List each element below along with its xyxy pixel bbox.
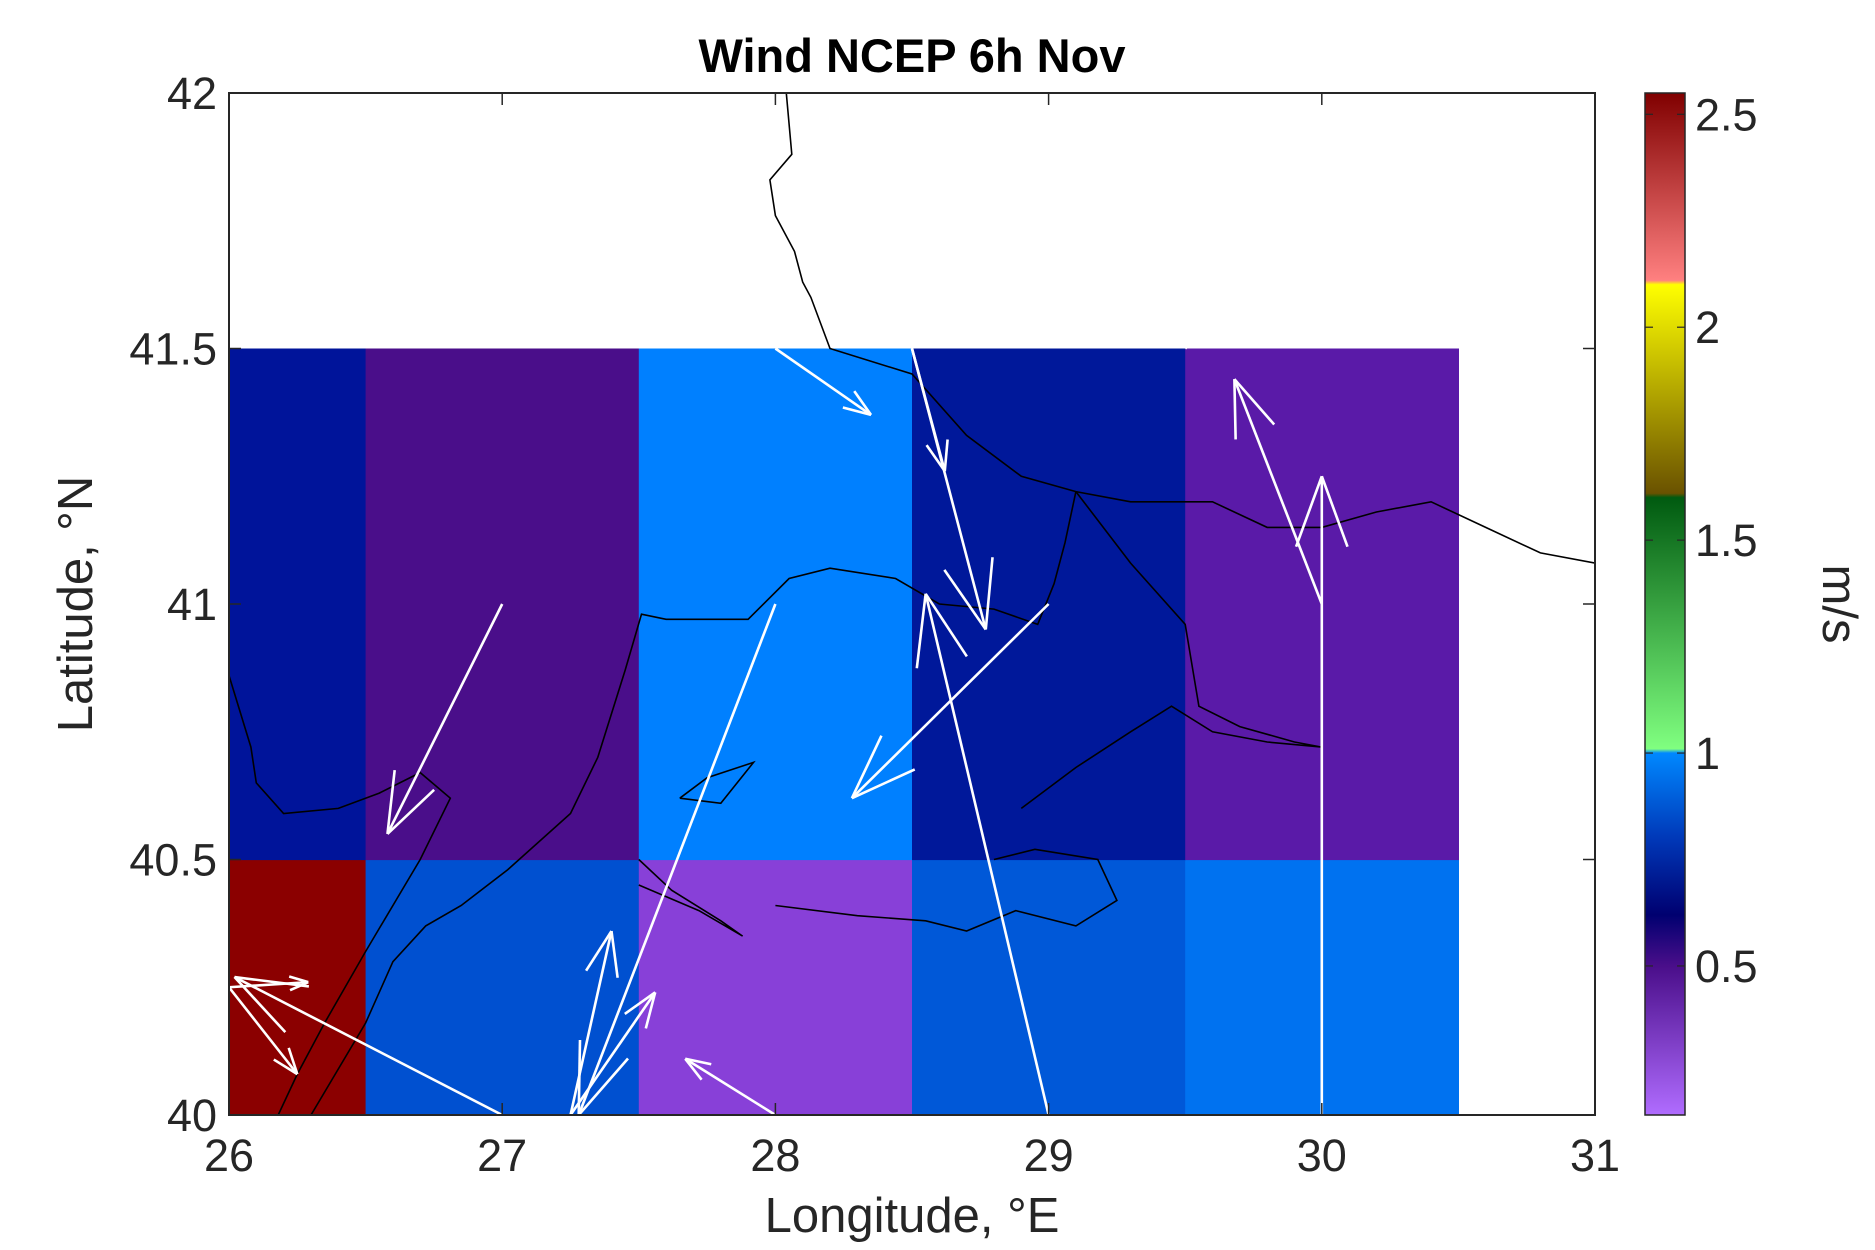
colorbar-tick-label: 2 xyxy=(1695,302,1720,353)
x-axis-ticks: 26 27 28 29 30 31 xyxy=(204,93,1620,1181)
x-tick-label: 30 xyxy=(1297,1130,1347,1181)
wind-vector xyxy=(684,1057,777,1115)
wind-vector xyxy=(229,986,299,1076)
y-tick-label: 41.5 xyxy=(129,324,217,375)
y-tick-label: 40 xyxy=(167,1090,217,1141)
y-tick-label: 40.5 xyxy=(129,835,217,886)
colorbar xyxy=(1644,92,1686,1116)
wind-vector xyxy=(386,603,504,835)
wind-vector xyxy=(1233,378,1324,605)
heatmap-cell xyxy=(912,859,1186,1115)
colorbar-tick-label: 1 xyxy=(1695,728,1720,779)
wind-vector xyxy=(1294,475,1349,1115)
colorbar-label: m/s xyxy=(1812,565,1866,644)
heatmap-cell xyxy=(638,859,913,1115)
heatmap-cell xyxy=(912,348,1186,861)
chart-title: Wind NCEP 6h Nov xyxy=(699,29,1126,82)
colorbar-tick-label: 0.5 xyxy=(1695,941,1758,992)
colorbar-tick-label: 1.5 xyxy=(1695,515,1758,566)
y-axis-ticks: 40 40.5 41 41.5 42 xyxy=(129,68,1595,1141)
coastline xyxy=(775,848,1118,932)
y-tick-label: 41 xyxy=(167,579,217,630)
wind-vector xyxy=(569,991,657,1115)
x-tick-label: 29 xyxy=(1024,1130,1074,1181)
coastline xyxy=(769,93,1595,564)
wind-vector xyxy=(233,975,503,1115)
wind-vector xyxy=(577,603,777,1115)
heatmap-cells xyxy=(229,348,1459,1115)
wind-vector xyxy=(910,348,949,472)
wind-vectors xyxy=(229,285,1349,1115)
x-tick-label: 27 xyxy=(477,1130,527,1181)
y-tick-label: 42 xyxy=(167,68,217,119)
wind-vector xyxy=(1184,285,1252,350)
wind-vector xyxy=(774,347,873,417)
wind-vector xyxy=(915,593,1050,1115)
coastline xyxy=(310,491,1077,1115)
coastline xyxy=(679,760,756,805)
colorbar-ticks: 0.5 1 1.5 2 2.5 xyxy=(1645,89,1758,992)
x-tick-label: 26 xyxy=(204,1130,254,1181)
y-axis-label: Latitude, °N xyxy=(49,476,103,733)
colorbar-tick-label: 2.5 xyxy=(1695,89,1758,140)
heatmap-cell xyxy=(229,348,367,861)
wind-vector xyxy=(569,930,619,1115)
x-axis-label: Longitude, °E xyxy=(765,1189,1060,1243)
x-tick-label: 28 xyxy=(750,1130,800,1181)
x-tick-label: 31 xyxy=(1570,1130,1620,1181)
